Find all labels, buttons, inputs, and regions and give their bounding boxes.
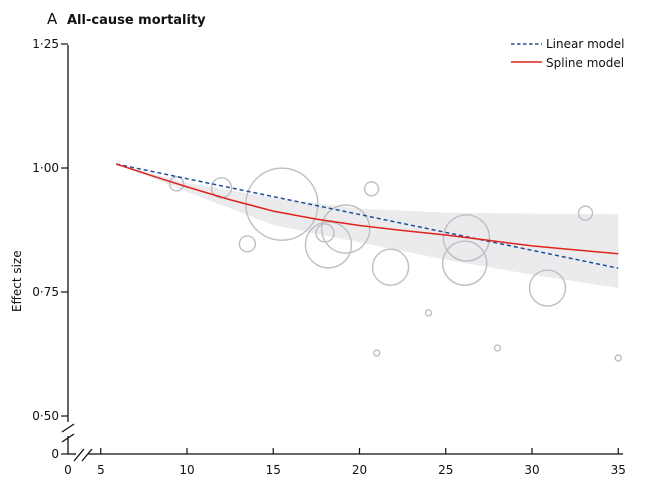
study-bubble [373,349,381,357]
linear-model-line [116,163,619,269]
x-tick-label: 0 [64,463,72,477]
chart-title: All-cause mortality [67,13,206,28]
x-axis-break-mark [73,448,85,462]
legend-linear-label: Linear model [546,37,624,51]
study-bubble [321,204,371,254]
x-tick-label: 5 [97,463,105,477]
axes [61,45,623,462]
study-bubble [528,269,567,307]
study-bubble [614,354,622,362]
y-axis-break-mark [61,433,75,443]
study-bubble [424,309,433,317]
panel-letter: A [47,10,58,28]
legend-spline-label: Spline model [546,56,624,70]
x-tick-label: 20 [352,463,367,477]
y-tick-label: 1·25 [32,37,59,51]
ticks-layer: 0 5 10 15 20 25 30 35 0 0·50 0·75 1·00 1·25 [32,37,626,477]
study-bubble [442,214,491,262]
legend: Linear model Spline model [511,37,624,70]
study-bubble [238,235,257,253]
study-bubble [442,240,488,286]
y-axis-label: Effect size [10,250,24,312]
x-axis-break-mark [81,448,93,462]
x-tick-label: 25 [438,463,453,477]
y-tick-label: 0·75 [32,285,59,299]
study-bubble [577,205,594,221]
study-bubble [168,176,185,192]
study-bubble [493,344,502,352]
study-bubble [371,248,410,286]
x-tick-label: 10 [179,463,194,477]
spline-model-line [116,163,619,255]
y-tick-label: 0 [51,447,59,461]
x-tick-label: 15 [266,463,281,477]
study-bubble [363,181,380,197]
y-axis-break-mark [61,423,75,433]
lines-layer [116,163,619,269]
y-tick-label: 0·50 [32,409,59,423]
study-bubble [315,223,335,243]
study-bubble [304,221,353,269]
x-tick-label: 30 [524,463,539,477]
x-tick-label: 35 [611,463,626,477]
y-tick-label: 1·00 [32,161,59,175]
